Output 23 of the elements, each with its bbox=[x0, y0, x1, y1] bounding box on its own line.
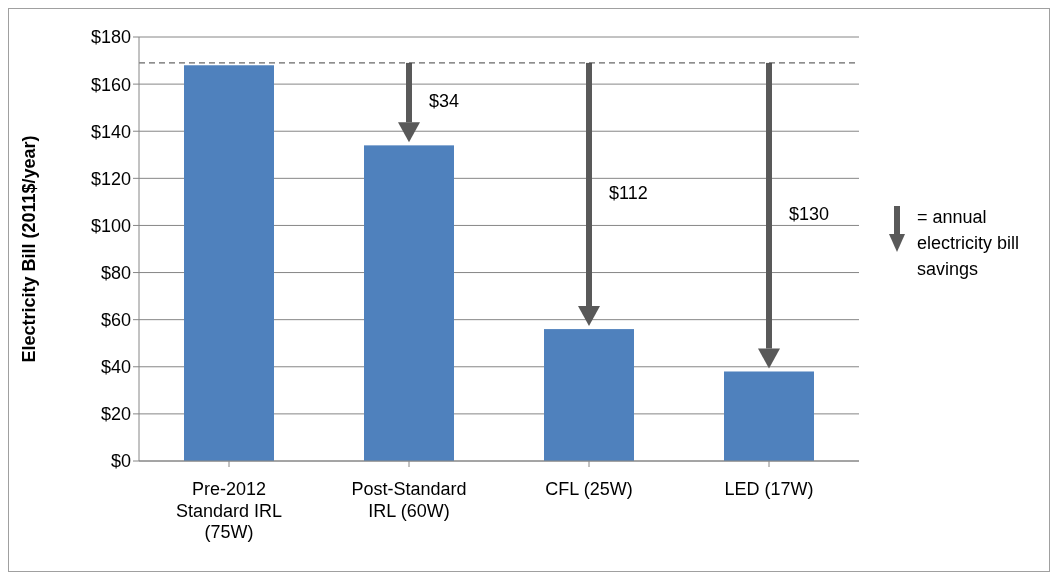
y-tick-label: $160 bbox=[90, 74, 131, 95]
y-tick-label: $80 bbox=[100, 262, 131, 283]
x-tick-label: Pre-2012 Standard IRL (75W) bbox=[175, 479, 283, 543]
x-tick-label: LED (17W) bbox=[724, 479, 814, 499]
y-tick-label: $20 bbox=[100, 404, 131, 425]
annotation: $34 bbox=[429, 91, 460, 112]
y-tick-label: $100 bbox=[90, 215, 131, 236]
y-tick-label: $40 bbox=[100, 357, 131, 378]
text: = annual electricity bill savings bbox=[917, 206, 1021, 281]
y-tick-label: $180 bbox=[90, 27, 131, 48]
y-axis-title: Electricity Bill (2011$/year) bbox=[19, 135, 40, 363]
annotation: $112 bbox=[609, 183, 648, 204]
annotation: $130 bbox=[789, 204, 830, 225]
y-tick-label: $60 bbox=[100, 310, 131, 331]
bar bbox=[184, 65, 274, 461]
y-tick-label: $140 bbox=[90, 121, 131, 142]
bar bbox=[544, 329, 634, 461]
x-tick-label: CFL (25W) bbox=[545, 479, 633, 499]
bar bbox=[364, 145, 454, 461]
y-tick-label: $0 bbox=[110, 451, 131, 472]
y-tick-label: $120 bbox=[90, 168, 131, 189]
x-tick-label: Post-Standard IRL (60W) bbox=[351, 479, 467, 521]
bar bbox=[724, 371, 814, 461]
